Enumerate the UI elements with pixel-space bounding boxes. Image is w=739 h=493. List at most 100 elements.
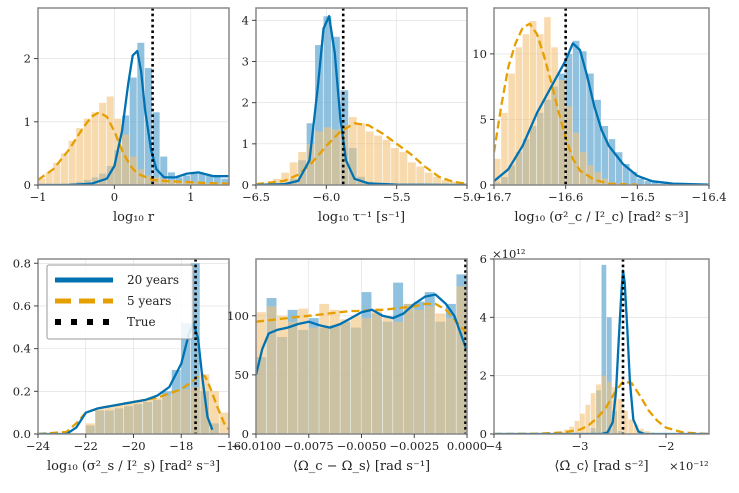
- y-tick-label: 0.2: [13, 384, 31, 398]
- hist-bar-five-years: [501, 112, 508, 185]
- kde-line-twenty-years: [494, 42, 709, 185]
- hist-bar-five-years: [45, 172, 53, 185]
- legend: 20 years 5 years True: [46, 264, 194, 340]
- hist-bar-five-years: [129, 156, 137, 185]
- x-axis-label: ⟨Ω̇_c⟩ [rad s⁻²]: [554, 459, 648, 474]
- y-tick-label: 4: [480, 310, 487, 324]
- axes-frame: [493, 7, 710, 186]
- hist-bar-five-years: [287, 321, 298, 434]
- x-tick-label: −6.5: [242, 190, 270, 204]
- hist-bar-five-years: [76, 128, 84, 185]
- hist-bar-five-years: [181, 389, 191, 434]
- x-axis-label: ⟨Ω_c − Ω_s⟩ [rad s⁻¹]: [293, 459, 430, 474]
- y-tick-label: 3: [242, 55, 249, 69]
- hist-bar-five-years: [596, 384, 601, 434]
- y-tick-label: 0: [242, 178, 249, 192]
- hist-bar-five-years: [572, 132, 580, 185]
- hist-bar-five-years: [256, 312, 266, 434]
- axes-frame: [493, 258, 710, 435]
- hist-bar-five-years: [53, 162, 61, 185]
- hist-bar-five-years: [587, 165, 594, 185]
- hist-bar-five-years: [623, 410, 628, 434]
- hist-bar-twenty-years: [167, 172, 175, 185]
- x-tick-label: −0.0075: [284, 439, 334, 453]
- hist-bar-five-years: [544, 17, 551, 185]
- hist-bar-five-years: [372, 311, 382, 434]
- hist-bar-five-years: [551, 47, 558, 185]
- hist-bar-five-years: [450, 181, 458, 185]
- x-tick-label: −5.5: [383, 190, 411, 204]
- hist-bar-twenty-years: [190, 172, 198, 185]
- hist-bar-twenty-years: [331, 36, 340, 185]
- hist-bar-five-years: [558, 80, 566, 185]
- kde-line-twenty-years: [38, 49, 229, 185]
- hist-bar-five-years: [639, 428, 644, 434]
- hist-bar-five-years: [382, 315, 393, 434]
- hist-bar-five-years: [306, 143, 315, 185]
- hist-bar-five-years: [152, 397, 162, 434]
- x-tick-label: −4: [486, 439, 503, 453]
- x-tick-label: 0: [111, 190, 118, 204]
- y-tick-label: 0.8: [13, 256, 31, 270]
- hist-bar-five-years: [308, 327, 319, 434]
- hist-bar-five-years: [171, 391, 181, 434]
- hist-bar-five-years: [601, 178, 609, 185]
- y-tick-label: 0: [480, 427, 487, 441]
- plot-area: [38, 8, 229, 185]
- panel-3: −16.7 −16.6 −16.5 −16.4 0 5 10 log₁₀ (σ²_c / I²…: [472, 7, 727, 225]
- hist-bar-five-years: [348, 117, 357, 185]
- plot-area: [494, 259, 709, 434]
- hist-bar-five-years: [374, 135, 382, 185]
- hist-bar-five-years: [137, 169, 145, 185]
- hist-bar-five-years: [289, 162, 298, 185]
- hist-bar-five-years: [580, 413, 585, 434]
- hist-bar-five-years: [277, 315, 288, 434]
- hist-bar-twenty-years: [630, 171, 637, 185]
- x-tick-label: 0.0000: [447, 439, 487, 453]
- hist-bar-twenty-years: [323, 16, 332, 185]
- hist-bar-five-years: [594, 171, 601, 185]
- x-tick-label: −20: [121, 439, 145, 453]
- hist-bar-five-years: [424, 172, 433, 185]
- hist-bar-five-years: [628, 419, 634, 434]
- hist-bar-five-years: [644, 431, 650, 434]
- x-axis-label: log₁₀ (σ²_c / I²_c) [rad² s⁻³]: [514, 210, 688, 225]
- hist-bar-five-years: [175, 181, 183, 185]
- hist-bar-twenty-years: [206, 175, 214, 185]
- hist-bar-twenty-years: [315, 45, 323, 185]
- kde-line-twenty-years: [256, 293, 467, 376]
- x-tick-label: −2: [658, 439, 675, 453]
- hist-bar-twenty-years: [198, 173, 206, 185]
- axes-frame: [255, 7, 468, 186]
- hist-bar-five-years: [95, 408, 105, 434]
- hist-bar-five-years: [585, 404, 591, 434]
- hist-bar-twenty-years: [221, 178, 229, 185]
- y-tick-label: 2: [480, 369, 487, 383]
- hist-bar-five-years: [424, 306, 435, 434]
- hist-bar-twenty-years: [644, 181, 652, 185]
- hist-bar-five-years: [606, 381, 612, 434]
- hist-bar-five-years: [68, 140, 76, 185]
- x-tick-label: −5.0: [453, 190, 481, 204]
- hist-bar-twenty-years: [152, 112, 160, 185]
- hist-bar-five-years: [508, 73, 515, 185]
- hist-bar-five-years: [315, 131, 323, 185]
- axes-frame: [37, 7, 230, 186]
- x-tick-label: −3: [572, 439, 589, 453]
- plot-area: [38, 259, 229, 434]
- hist-bar-five-years: [91, 112, 99, 185]
- kde-line-five-years: [494, 380, 709, 434]
- legend-label: True: [127, 315, 156, 329]
- y-tick-label: 50: [234, 368, 249, 382]
- x-tick-label: −16.7: [476, 190, 511, 204]
- hist-bar-five-years: [99, 102, 107, 185]
- y-tick-label: 1: [24, 115, 31, 129]
- hist-bar-five-years: [83, 118, 91, 185]
- hist-bar-five-years: [580, 152, 587, 185]
- hist-bar-twenty-years: [160, 156, 168, 185]
- hist-bar-five-years: [319, 303, 330, 434]
- hist-bar-five-years: [391, 147, 399, 185]
- hist-bar-five-years: [494, 158, 501, 185]
- panel-5: −0.0100 −0.0075 −0.0050 −0.0025 0.0000050100…: [227, 258, 487, 474]
